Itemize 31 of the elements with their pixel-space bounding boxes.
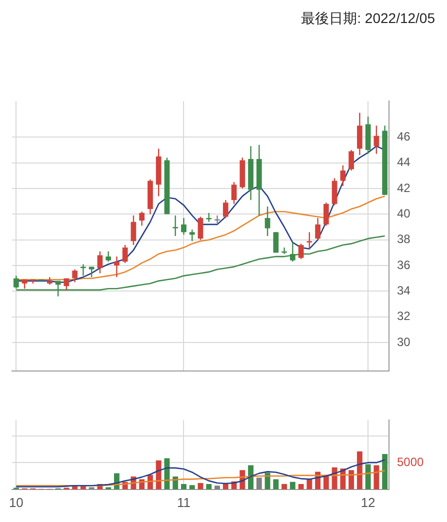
y-tick-label: 38 bbox=[397, 232, 411, 246]
y-tick-label: 32 bbox=[397, 309, 411, 324]
bar bbox=[298, 484, 304, 490]
chart-title: 最後日期: 2022/12/05 bbox=[301, 10, 435, 28]
bar bbox=[374, 465, 380, 490]
bar bbox=[382, 454, 388, 490]
bar bbox=[181, 484, 186, 490]
bar bbox=[365, 464, 371, 490]
y-tick-label: 44 bbox=[397, 155, 411, 170]
bar bbox=[356, 451, 362, 490]
bar bbox=[256, 478, 262, 490]
bar bbox=[248, 465, 254, 490]
x-tick-label: 12 bbox=[360, 494, 376, 510]
x-tick-label: 10 bbox=[8, 494, 24, 510]
y-tick-label: 36 bbox=[397, 258, 411, 272]
bar bbox=[290, 482, 296, 490]
x-tick-label: 11 bbox=[176, 494, 190, 510]
y-tick-label: 5000 bbox=[397, 454, 424, 469]
bar bbox=[348, 470, 354, 490]
bar bbox=[206, 484, 212, 490]
bar bbox=[214, 486, 220, 490]
y-tick-label: 30 bbox=[397, 334, 411, 349]
y-tick-label: 40 bbox=[397, 206, 411, 220]
candlestick bbox=[114, 256, 120, 278]
bar bbox=[282, 484, 287, 490]
bar bbox=[189, 485, 195, 490]
y-tick-label: 46 bbox=[397, 129, 411, 144]
bar bbox=[273, 479, 279, 490]
y-tick-label: 42 bbox=[397, 180, 411, 195]
y-tick-label: 34 bbox=[397, 284, 411, 298]
bar bbox=[306, 479, 312, 490]
